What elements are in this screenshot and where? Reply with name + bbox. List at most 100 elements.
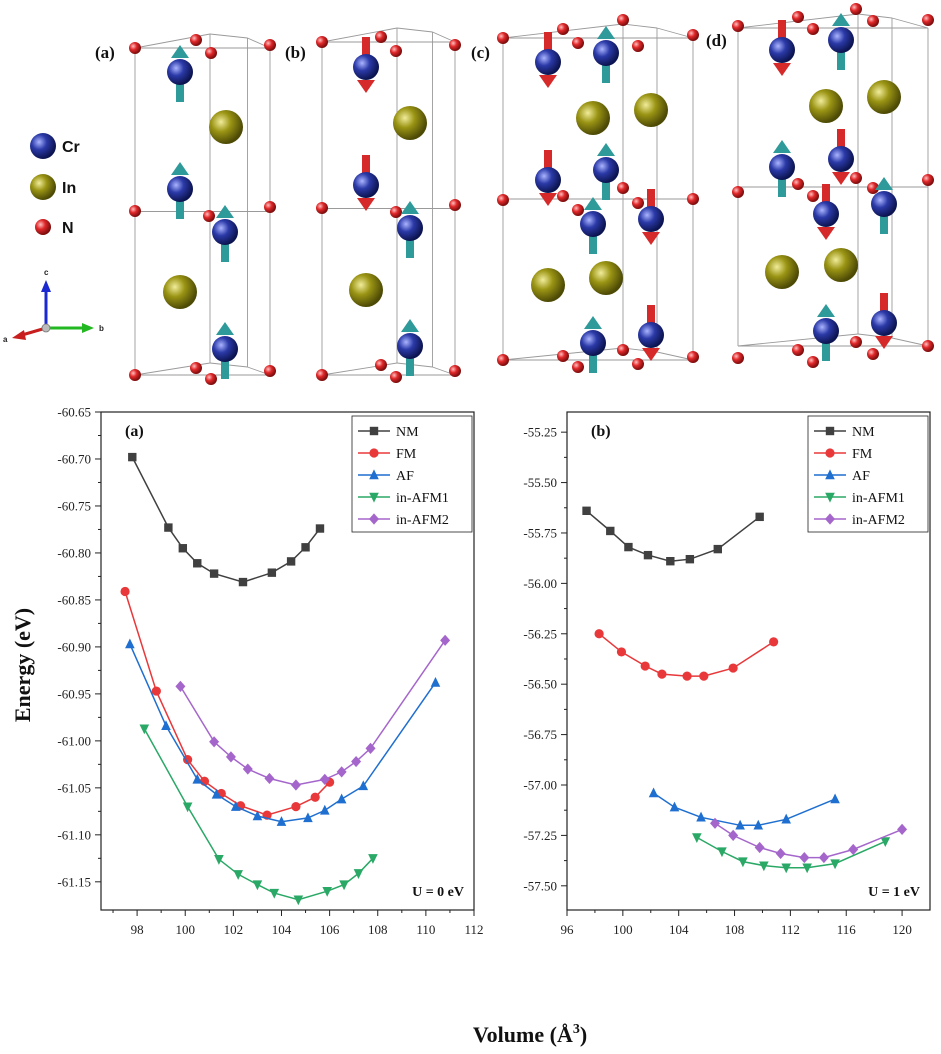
data-point xyxy=(440,634,451,646)
b-axis-label: b xyxy=(99,324,104,333)
data-point xyxy=(252,810,263,821)
n-atom xyxy=(390,371,402,383)
unit-cell-1 xyxy=(321,27,456,376)
c-axis-label: c xyxy=(44,268,49,277)
spin-down-arrow-shaft xyxy=(647,189,655,209)
series-line xyxy=(586,510,761,562)
y-axis-title: Energy (eV) xyxy=(10,608,35,722)
n-atom xyxy=(850,172,862,184)
panel-label: (a) xyxy=(125,423,144,440)
n-atom xyxy=(807,23,819,35)
data-point xyxy=(430,677,441,687)
x-axis-title-sup: 3 xyxy=(573,1022,580,1037)
n-atom xyxy=(687,351,699,363)
spin-down-arrow-shaft xyxy=(880,293,888,313)
data-point xyxy=(848,843,859,856)
data-point xyxy=(182,802,193,813)
n-atom xyxy=(203,210,215,222)
series-fm xyxy=(120,586,335,820)
n-atom xyxy=(190,34,202,46)
cr-legend-label: Cr xyxy=(62,139,80,156)
n-atom xyxy=(449,199,461,211)
spin-up-arrow-head xyxy=(597,143,615,156)
series-in-afm2 xyxy=(175,634,451,791)
x-tick-label: 108 xyxy=(725,922,745,937)
data-point xyxy=(594,629,604,639)
data-point xyxy=(738,857,748,868)
n-atom xyxy=(129,42,141,54)
x-tick-label: 104 xyxy=(669,922,689,937)
cr-sphere xyxy=(397,333,423,359)
spin-down-arrow-head xyxy=(539,193,557,206)
n-atom xyxy=(572,37,584,49)
cr-sphere xyxy=(535,167,561,193)
panel-label: (b) xyxy=(591,423,611,440)
n-atom xyxy=(264,365,276,377)
data-point xyxy=(351,755,362,768)
x-tick-label: 112 xyxy=(464,922,483,937)
x-tick-label: 116 xyxy=(837,922,857,937)
structure-label-b: (b) xyxy=(285,43,306,62)
data-point xyxy=(151,686,161,696)
data-point xyxy=(365,742,376,754)
legend-marker xyxy=(825,426,835,436)
cr-sphere xyxy=(769,154,795,180)
data-point xyxy=(264,772,275,785)
n-atom xyxy=(687,193,699,205)
cr-atom xyxy=(397,319,423,376)
cr-sphere xyxy=(580,330,606,356)
y-tick-label: -61.15 xyxy=(57,874,91,889)
cr-atom xyxy=(353,155,379,211)
y-tick-label: -57.00 xyxy=(523,777,557,792)
cell-edge xyxy=(622,23,658,29)
spin-up-arrow-head xyxy=(401,201,419,214)
in-atom xyxy=(531,268,565,302)
x-tick-label: 98 xyxy=(131,922,144,937)
n-atom xyxy=(375,359,387,371)
n-atom xyxy=(497,32,509,44)
n-atom xyxy=(497,194,509,206)
spin-down-arrow-head xyxy=(357,198,375,211)
cell-edge xyxy=(656,351,694,361)
in-atom xyxy=(809,89,843,123)
legend: NM FM AF in-AFM1 in-AFM2 xyxy=(351,415,473,533)
cell-edge xyxy=(396,362,433,368)
spin-up-arrow-shaft xyxy=(602,61,610,83)
y-tick-label: -61.10 xyxy=(57,827,91,842)
data-point xyxy=(214,855,224,865)
n-atom xyxy=(807,190,819,202)
spin-up-arrow-shaft xyxy=(176,197,184,219)
spin-down-arrow-shaft xyxy=(778,20,786,40)
series-fm xyxy=(594,629,779,681)
spin-down-arrow-head xyxy=(817,227,835,240)
data-point xyxy=(799,851,810,864)
x-tick-label: 96 xyxy=(561,922,575,937)
data-point xyxy=(286,557,296,566)
data-point xyxy=(336,793,347,804)
in-atom xyxy=(589,261,623,295)
data-point xyxy=(657,669,667,679)
c-axis-head xyxy=(41,280,51,292)
n-atom xyxy=(732,352,744,364)
x-tick-label: 112 xyxy=(781,922,800,937)
data-point xyxy=(230,801,241,811)
data-point xyxy=(643,550,653,560)
x-tick-label: 100 xyxy=(175,922,195,937)
data-point xyxy=(303,812,313,823)
unit-cell-2 xyxy=(502,23,694,361)
structure-label-d: (d) xyxy=(706,31,727,50)
x-axis-title-close: ) xyxy=(580,1022,587,1047)
n-atom xyxy=(687,29,699,41)
data-point xyxy=(269,888,280,899)
y-tick-label: -56.75 xyxy=(523,727,557,742)
u-annotation: U = 1 eV xyxy=(868,885,920,900)
data-point xyxy=(252,880,263,891)
legend-marker xyxy=(825,448,835,458)
data-point xyxy=(293,895,304,906)
n-atom xyxy=(632,197,644,209)
legend: NM FM AF in-AFM1 in-AFM2 xyxy=(807,415,929,533)
n-atom xyxy=(792,11,804,23)
spin-up-arrow-shaft xyxy=(880,212,888,234)
cr-sphere xyxy=(580,211,606,237)
in-atom xyxy=(393,106,427,140)
